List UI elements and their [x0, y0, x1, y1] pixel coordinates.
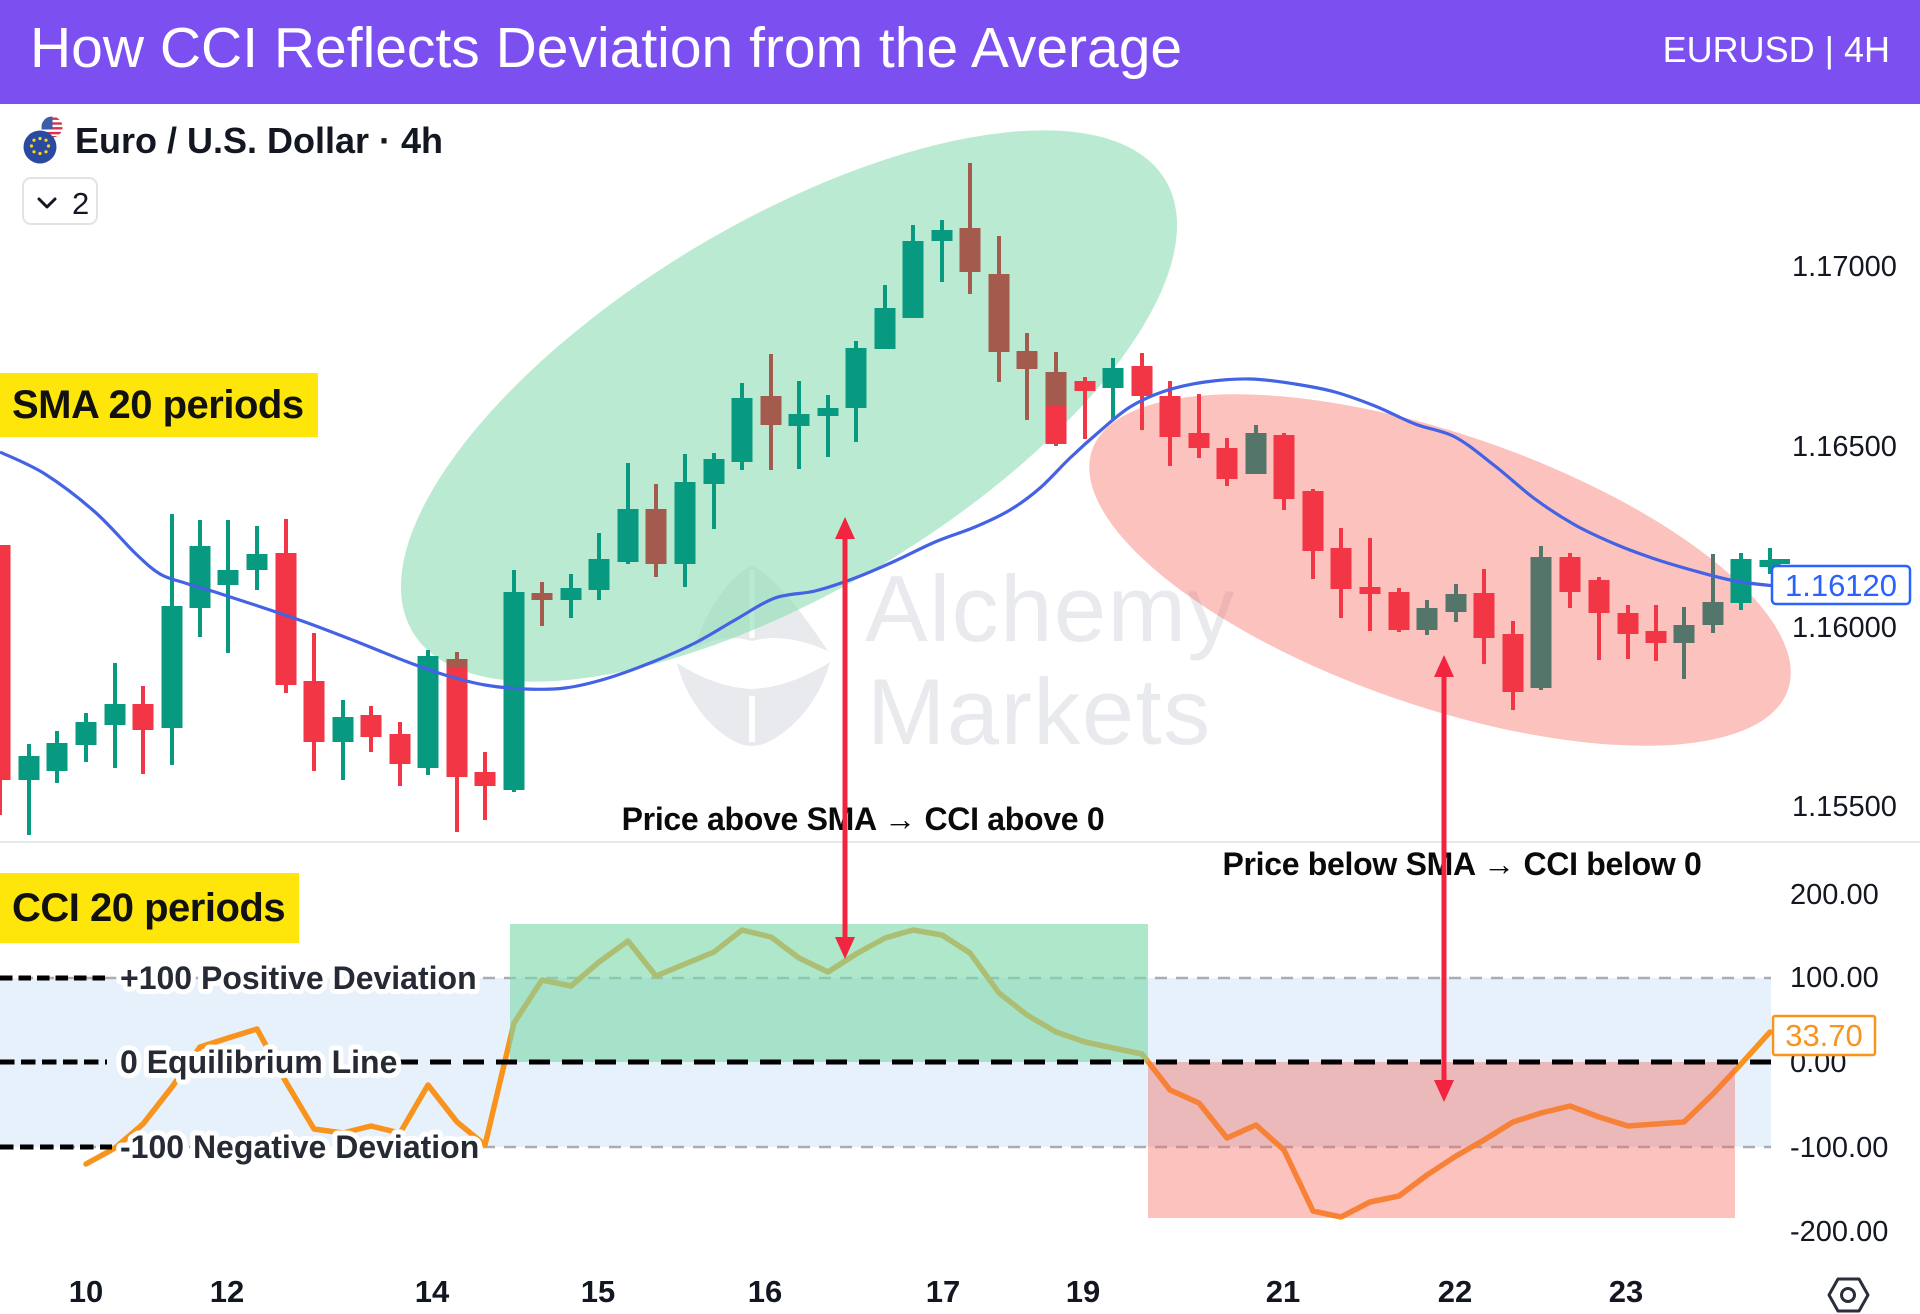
- svg-text:1.16500: 1.16500: [1792, 431, 1897, 463]
- svg-text:1.17000: 1.17000: [1792, 251, 1897, 283]
- svg-text:21: 21: [1266, 1274, 1300, 1309]
- svg-text:33.70: 33.70: [1785, 1018, 1863, 1053]
- svg-text:Price below SMA → CCI below 0: Price below SMA → CCI below 0: [1222, 846, 1701, 882]
- svg-text:1.15500: 1.15500: [1792, 791, 1897, 823]
- svg-text:Price above SMA → CCI above 0: Price above SMA → CCI above 0: [622, 801, 1105, 837]
- svg-text:-200.00: -200.00: [1790, 1216, 1888, 1248]
- svg-text:-100.00: -100.00: [1790, 1132, 1888, 1164]
- svg-text:17: 17: [926, 1274, 960, 1309]
- svg-text:Markets: Markets: [867, 659, 1212, 764]
- svg-text:19: 19: [1066, 1274, 1100, 1309]
- svg-text:12: 12: [210, 1274, 244, 1309]
- svg-text:0 Equilibrium Line: 0 Equilibrium Line: [120, 1044, 397, 1080]
- svg-text:Alchemy: Alchemy: [865, 556, 1236, 661]
- svg-text:200.00: 200.00: [1790, 879, 1879, 911]
- svg-text:14: 14: [415, 1274, 450, 1309]
- svg-text:1.16000: 1.16000: [1792, 612, 1897, 644]
- svg-text:+100 Positive Deviation: +100 Positive Deviation: [120, 960, 477, 996]
- svg-text:1.16120: 1.16120: [1785, 568, 1897, 603]
- svg-text:22: 22: [1438, 1274, 1472, 1309]
- svg-text:23: 23: [1609, 1274, 1643, 1309]
- svg-text:10: 10: [69, 1274, 103, 1309]
- svg-text:100.00: 100.00: [1790, 962, 1879, 994]
- svg-text:-100 Negative Deviation: -100 Negative Deviation: [120, 1129, 479, 1165]
- svg-text:15: 15: [581, 1274, 615, 1309]
- svg-text:16: 16: [748, 1274, 782, 1309]
